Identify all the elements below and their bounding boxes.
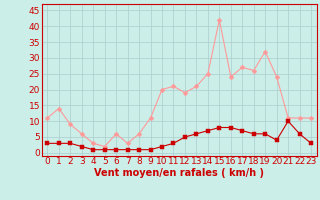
X-axis label: Vent moyen/en rafales ( km/h ): Vent moyen/en rafales ( km/h ) [94, 168, 264, 178]
